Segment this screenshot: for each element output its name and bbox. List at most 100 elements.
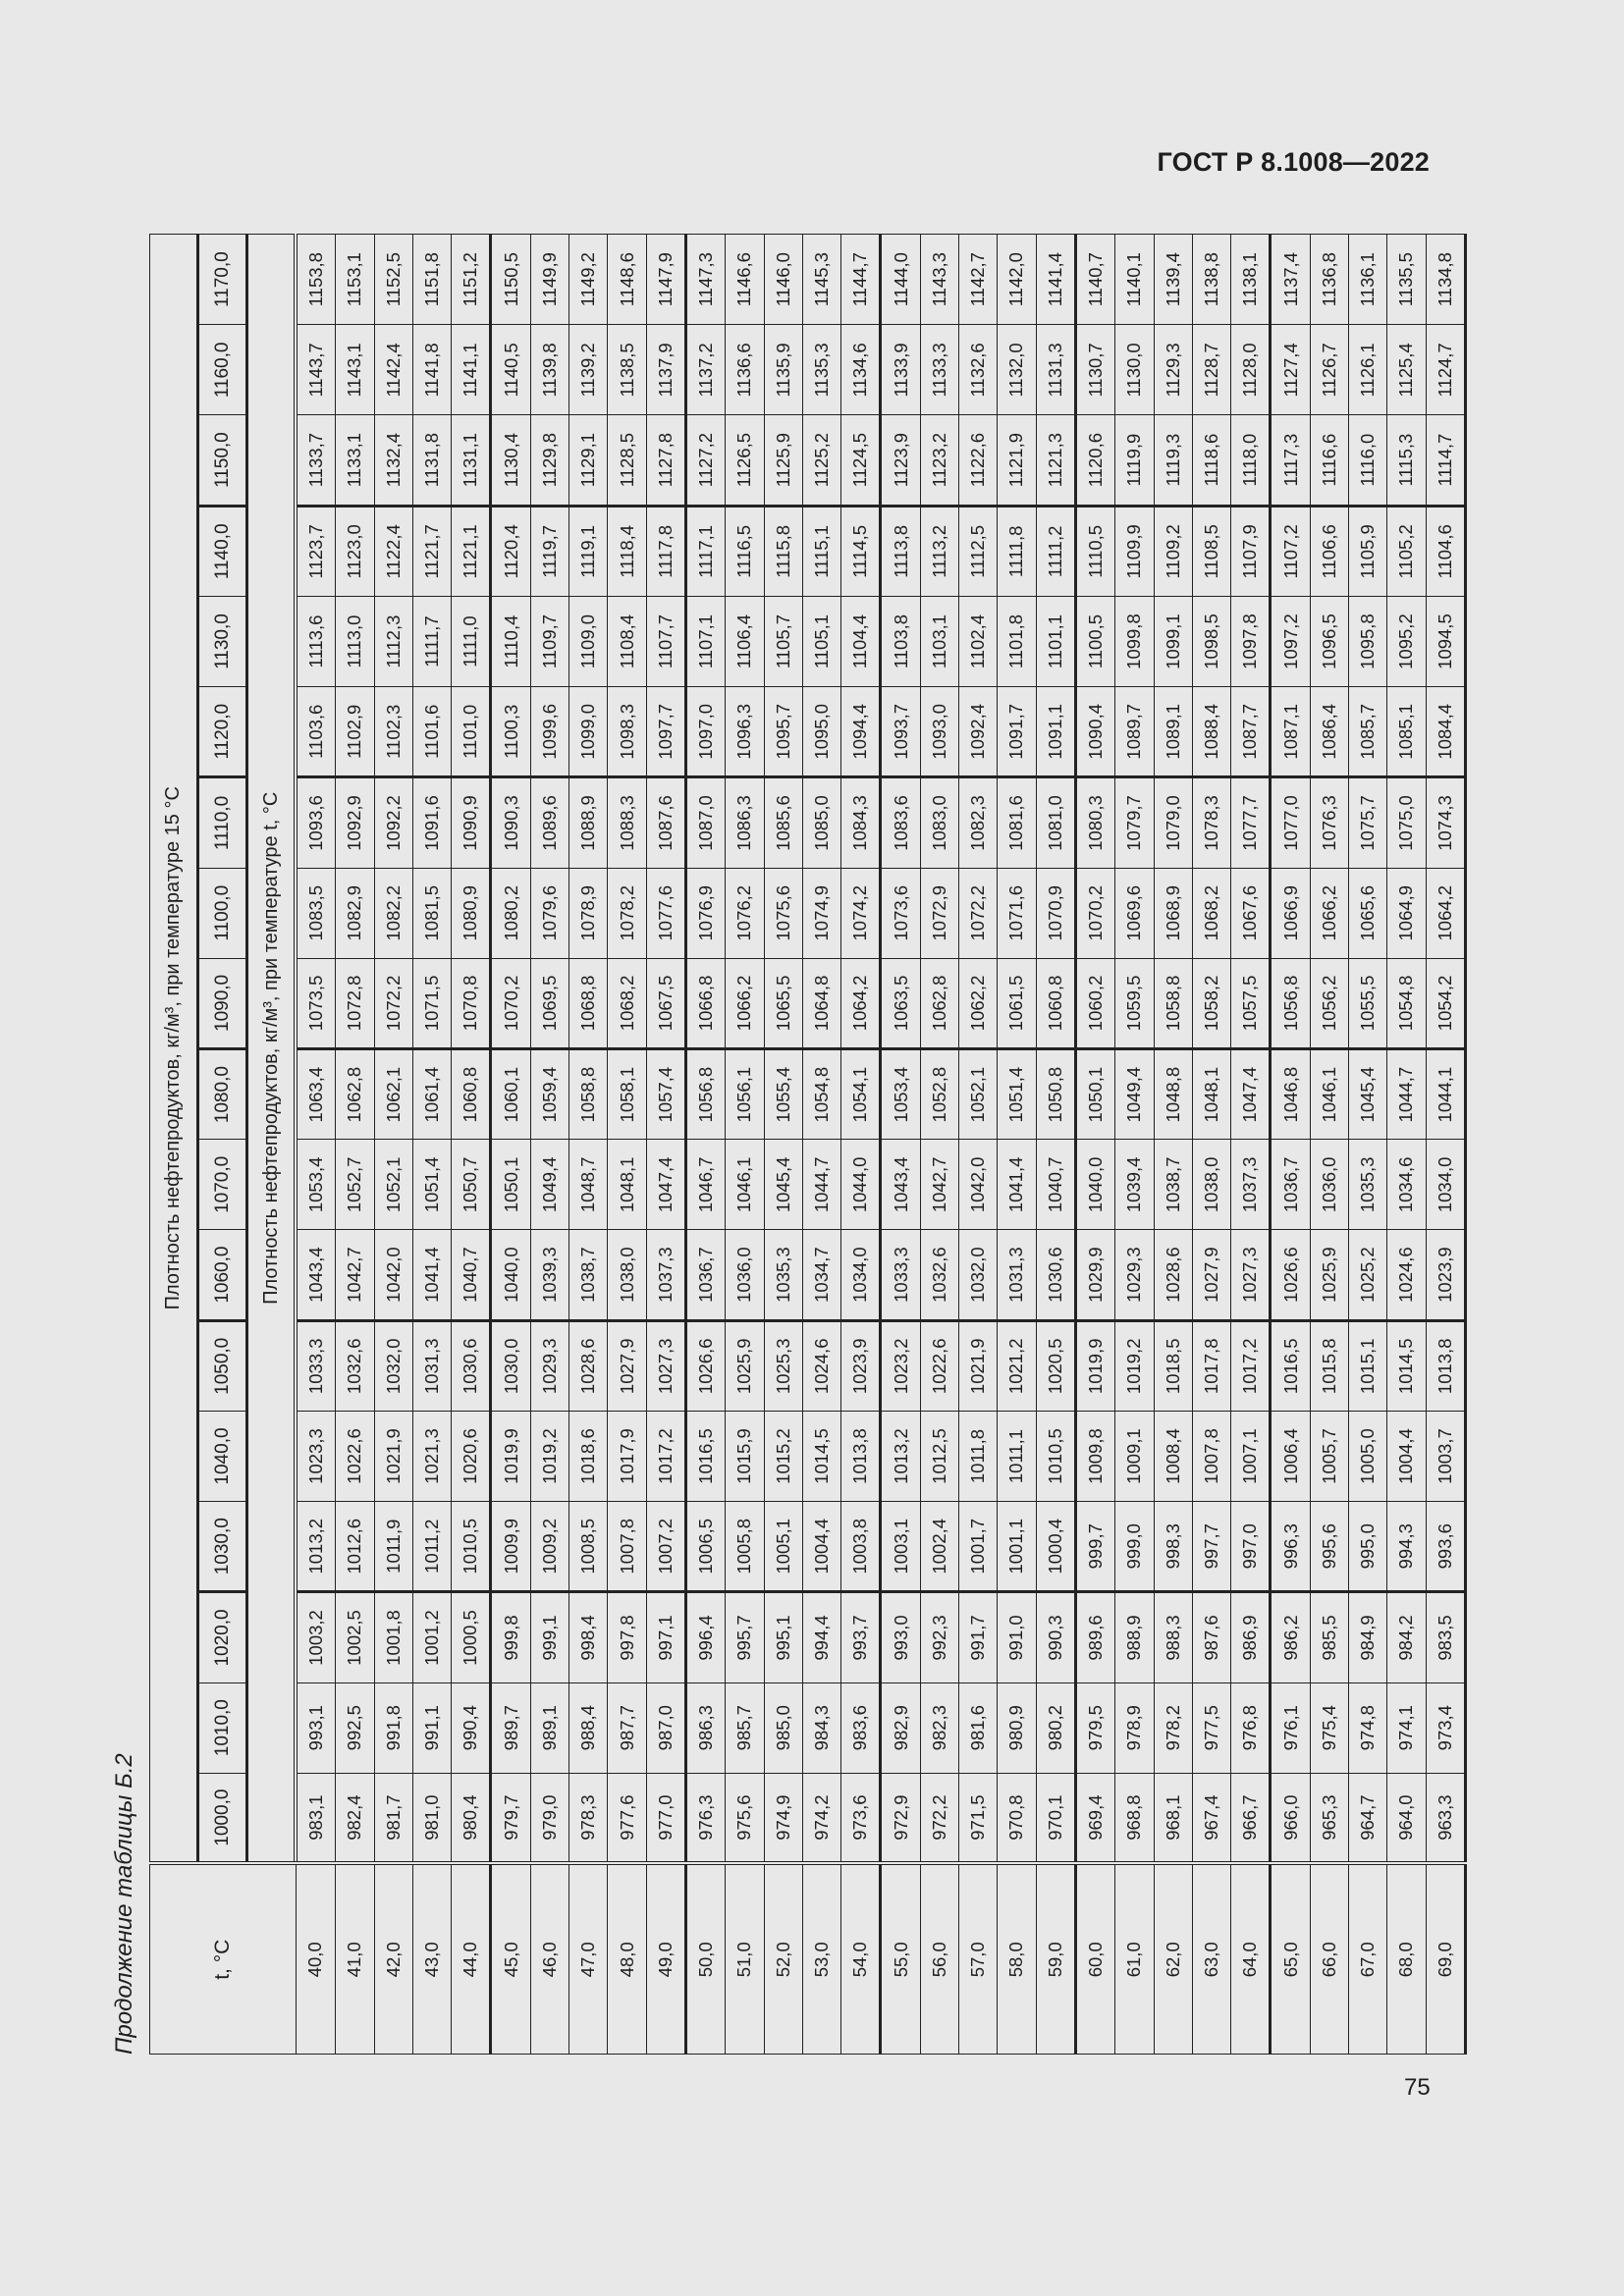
density-value-cell: 1123,7 xyxy=(296,506,336,597)
density-value-cell: 1099,1 xyxy=(1154,596,1193,687)
table-row: 54,0 973,6 983,6 993,7 1003,8 1013,8 1023,9 103… xyxy=(840,234,881,2055)
density-value-cell: 1121,1 xyxy=(451,506,491,597)
density-value-cell: 1102,9 xyxy=(335,686,375,777)
density-value-cell: 1078,3 xyxy=(1192,776,1231,869)
density-value-cell: 1064,9 xyxy=(1386,868,1427,959)
density-value-cell: 1056,2 xyxy=(1310,958,1349,1049)
density-value-cell: 1117,3 xyxy=(1270,415,1311,507)
table-row: 47,0 978,3 988,4 998,4 1008,5 1018,6 1028,6 103… xyxy=(568,234,608,2055)
table-row: 64,0 966,7 976,8 986,9 997,0 1007,1 1017,2 1027… xyxy=(1230,234,1271,2055)
density-value-cell: 1132,0 xyxy=(997,324,1037,415)
density-value-cell: 1034,0 xyxy=(840,1229,881,1321)
density-value-cell: 1136,1 xyxy=(1348,234,1387,325)
density-value-cell: 1143,7 xyxy=(296,324,336,415)
table-row: 67,0 964,7 974,8 984,9 995,0 1005,0 1015,1 1025… xyxy=(1348,234,1387,2055)
density-value-cell: 1118,6 xyxy=(1192,415,1231,507)
density-value-cell: 1089,1 xyxy=(1154,686,1193,777)
density-value-cell: 1044,1 xyxy=(1426,1048,1466,1140)
density-column-header: 1050,0 xyxy=(197,1320,247,1412)
density-value-cell: 1034,6 xyxy=(1386,1139,1427,1230)
density-value-cell: 1153,1 xyxy=(335,234,375,325)
density-value-cell: 1011,1 xyxy=(997,1411,1037,1502)
table-row: 55,0 972,9 982,9 993,0 1003,1 1013,2 1023,2 103… xyxy=(880,234,921,2055)
density-value-cell: 1111,7 xyxy=(412,596,452,687)
density-column-header: 1100,0 xyxy=(197,868,247,959)
density-value-cell: 988,4 xyxy=(568,1682,608,1774)
density-value-cell: 1046,1 xyxy=(725,1139,765,1230)
density-value-cell: 1009,8 xyxy=(1075,1411,1115,1502)
density-value-cell: 1044,7 xyxy=(802,1139,841,1230)
table-row: 49,0 977,0 987,0 997,1 1007,2 1017,2 1027,3 103… xyxy=(646,234,686,2055)
temperature-cell: 63,0 xyxy=(1192,1863,1231,2055)
density-value-cell: 1130,7 xyxy=(1075,324,1115,415)
density-value-cell: 968,8 xyxy=(1114,1773,1155,1864)
density-value-cell: 1126,1 xyxy=(1348,324,1387,415)
density-value-cell: 1054,8 xyxy=(802,1048,841,1140)
density-value-cell: 1080,9 xyxy=(451,868,491,959)
table-row: 50,0 976,3 986,3 996,4 1006,5 1016,5 1026,6 103… xyxy=(685,234,726,2055)
density-value-cell: 1100,3 xyxy=(490,686,531,777)
density-value-cell: 1000,4 xyxy=(1036,1501,1076,1592)
density-value-cell: 1152,5 xyxy=(374,234,413,325)
density-value-cell: 993,1 xyxy=(296,1682,336,1774)
density-value-cell: 1113,6 xyxy=(296,596,336,687)
density-value-cell: 1027,3 xyxy=(1230,1229,1271,1321)
temperature-cell: 69,0 xyxy=(1426,1863,1466,2055)
density-value-cell: 1137,9 xyxy=(646,324,686,415)
density-value-cell: 1107,9 xyxy=(1230,506,1271,597)
density-value-cell: 1058,8 xyxy=(1154,958,1193,1049)
temperature-cell: 65,0 xyxy=(1270,1863,1311,2055)
density-value-cell: 1036,0 xyxy=(725,1229,765,1321)
temperature-cell: 58,0 xyxy=(997,1863,1037,2055)
density-value-cell: 1002,5 xyxy=(335,1591,375,1683)
density-value-cell: 1138,5 xyxy=(607,324,647,415)
density-value-cell: 1130,4 xyxy=(490,415,531,507)
density-value-cell: 983,5 xyxy=(1426,1591,1466,1683)
density-value-cell: 1019,9 xyxy=(490,1411,531,1502)
density-value-cell: 974,9 xyxy=(764,1773,803,1864)
density-value-cell: 1095,8 xyxy=(1348,596,1387,687)
density-value-cell: 1127,4 xyxy=(1270,324,1311,415)
table-row: 65,0 966,0 976,1 986,2 996,3 1006,4 1016,5 1026… xyxy=(1270,234,1311,2055)
density-value-cell: 1118,0 xyxy=(1230,415,1271,507)
temperature-cell: 55,0 xyxy=(880,1863,921,2055)
density-value-cell: 1007,2 xyxy=(646,1501,686,1592)
density-value-cell: 1089,6 xyxy=(530,776,569,869)
density-value-cell: 1046,8 xyxy=(1270,1048,1311,1140)
density-value-cell: 1074,3 xyxy=(1426,776,1466,869)
density-value-cell: 984,3 xyxy=(802,1682,841,1774)
density-value-cell: 1029,3 xyxy=(1114,1229,1155,1321)
density-value-cell: 1015,2 xyxy=(764,1411,803,1502)
density-value-cell: 1048,1 xyxy=(1192,1048,1231,1140)
density-value-cell: 1129,1 xyxy=(568,415,608,507)
density-column-header: 1000,0 xyxy=(197,1773,247,1864)
density-value-cell: 1064,8 xyxy=(802,958,841,1049)
density-value-cell: 1065,5 xyxy=(764,958,803,1049)
density-value-cell: 985,0 xyxy=(764,1682,803,1774)
density-value-cell: 1008,4 xyxy=(1154,1411,1193,1502)
density-value-cell: 1032,0 xyxy=(958,1229,998,1321)
density-value-cell: 1073,6 xyxy=(880,868,921,959)
density-value-cell: 1132,4 xyxy=(374,415,413,507)
density-value-cell: 1070,2 xyxy=(1075,868,1115,959)
density-value-cell: 1103,1 xyxy=(920,596,959,687)
density-value-cell: 1077,6 xyxy=(646,868,686,959)
density-value-cell: 1083,6 xyxy=(880,776,921,869)
density-value-cell: 988,3 xyxy=(1154,1591,1193,1683)
density-value-cell: 1143,3 xyxy=(920,234,959,325)
density-value-cell: 1010,5 xyxy=(1036,1411,1076,1502)
density-value-cell: 1125,9 xyxy=(764,415,803,507)
density-value-cell: 1052,1 xyxy=(958,1048,998,1140)
density-value-cell: 1140,7 xyxy=(1075,234,1115,325)
density-value-cell: 1083,0 xyxy=(920,776,959,869)
density-value-cell: 1107,7 xyxy=(646,596,686,687)
density-value-cell: 1072,2 xyxy=(958,868,998,959)
density-value-cell: 1026,6 xyxy=(685,1320,726,1412)
density-value-cell: 970,1 xyxy=(1036,1773,1076,1864)
density-value-cell: 1042,0 xyxy=(374,1229,413,1321)
density-value-cell: 1018,5 xyxy=(1154,1320,1193,1412)
density-value-cell: 992,5 xyxy=(335,1682,375,1774)
density-value-cell: 992,3 xyxy=(920,1591,959,1683)
density-value-cell: 1102,3 xyxy=(374,686,413,777)
density-value-cell: 1068,2 xyxy=(607,958,647,1049)
